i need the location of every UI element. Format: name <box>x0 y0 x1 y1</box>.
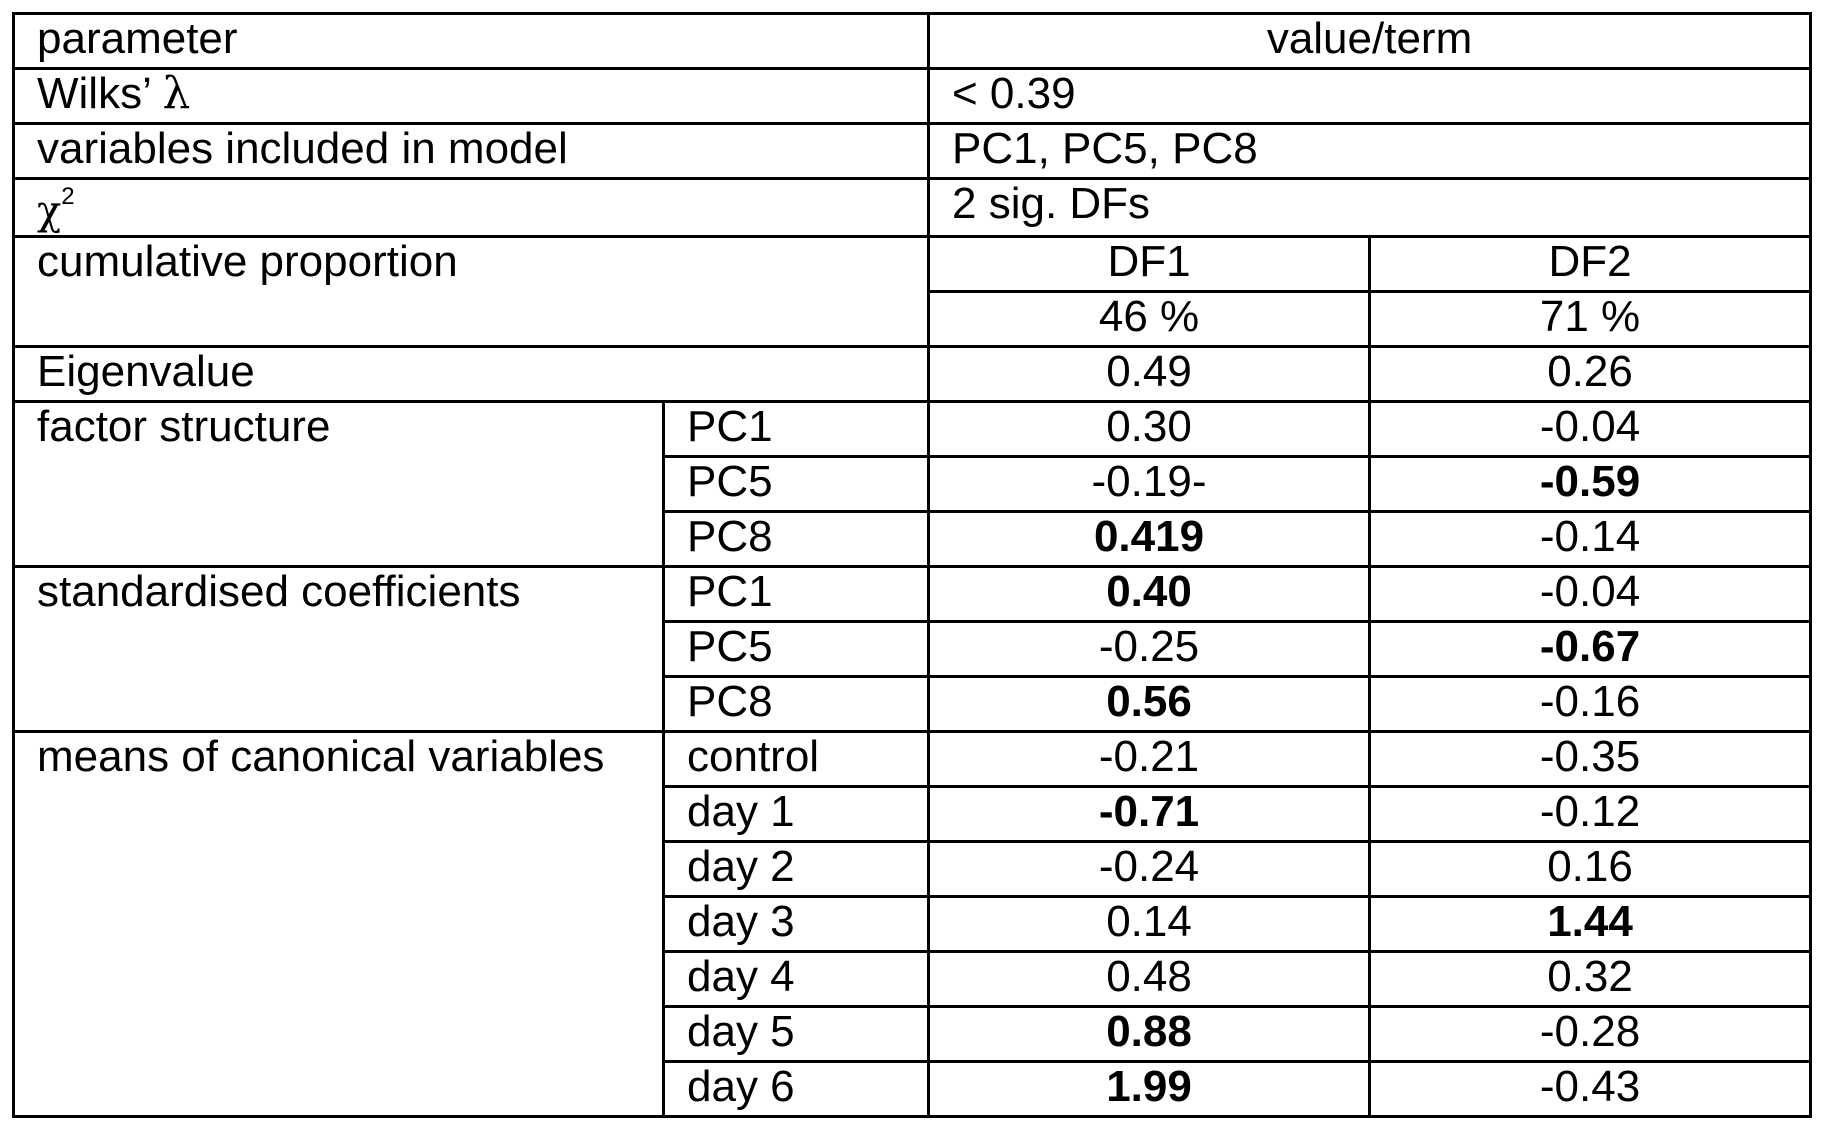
row-name: day 6 <box>664 1062 929 1117</box>
row-name: PC5 <box>664 622 929 677</box>
wilks-label: Wilks’ λ <box>14 69 929 124</box>
table-row: factor structure PC1 0.30 -0.04 <box>14 402 1811 457</box>
row-name: day 1 <box>664 787 929 842</box>
header-value: value/term <box>929 14 1811 69</box>
df2-cell: -0.59 <box>1370 457 1811 512</box>
df1-cumulative: 46 % <box>929 292 1370 347</box>
df2-cell: -0.67 <box>1370 622 1811 677</box>
lambda-symbol: λ <box>162 69 190 120</box>
df1-cell: 0.56 <box>929 677 1370 732</box>
variables-value: PC1, PC5, PC8 <box>929 124 1811 179</box>
eigenvalue-df1: 0.49 <box>929 347 1370 402</box>
table-row: standardised coefficients PC1 0.40 -0.04 <box>14 567 1811 622</box>
df2-cell: -0.28 <box>1370 1007 1811 1062</box>
header-row: parameter value/term <box>14 14 1811 69</box>
eigenvalue-df2: 0.26 <box>1370 347 1811 402</box>
table-row: means of canonical variables control -0.… <box>14 732 1811 787</box>
df2-cell: -0.43 <box>1370 1062 1811 1117</box>
df2-cell: 1.44 <box>1370 897 1811 952</box>
variables-row: variables included in model PC1, PC5, PC… <box>14 124 1811 179</box>
df2-cell: -0.12 <box>1370 787 1811 842</box>
chi2-row: χ2 2 sig. DFs <box>14 179 1811 237</box>
wilks-text: Wilks’ <box>37 69 150 118</box>
df1-cell: 0.88 <box>929 1007 1370 1062</box>
row-name: control <box>664 732 929 787</box>
df2-cell: 0.32 <box>1370 952 1811 1007</box>
variables-label: variables included in model <box>14 124 929 179</box>
df2-cell: 0.16 <box>1370 842 1811 897</box>
df2-cell: -0.14 <box>1370 512 1811 567</box>
means-label: means of canonical variables <box>14 732 664 1117</box>
cumulative-row-1: cumulative proportion DF1 DF2 <box>14 237 1811 292</box>
header-parameter: parameter <box>14 14 929 69</box>
df1-cell: -0.21 <box>929 732 1370 787</box>
row-name: PC8 <box>664 677 929 732</box>
row-name: day 5 <box>664 1007 929 1062</box>
wilks-row: Wilks’ λ < 0.39 <box>14 69 1811 124</box>
df1-cell: -0.71 <box>929 787 1370 842</box>
row-name: PC8 <box>664 512 929 567</box>
df1-cell: -0.19- <box>929 457 1370 512</box>
chi2-value: 2 sig. DFs <box>929 179 1811 237</box>
df1-cell: 0.40 <box>929 567 1370 622</box>
wilks-value: < 0.39 <box>929 69 1811 124</box>
eigenvalue-row: Eigenvalue 0.49 0.26 <box>14 347 1811 402</box>
df1-cell: 1.99 <box>929 1062 1370 1117</box>
df1-cell: -0.25 <box>929 622 1370 677</box>
df2-cell: -0.35 <box>1370 732 1811 787</box>
df2-cell: -0.04 <box>1370 567 1811 622</box>
row-name: day 3 <box>664 897 929 952</box>
df1-cell: 0.48 <box>929 952 1370 1007</box>
df1-cell: -0.24 <box>929 842 1370 897</box>
df1-cell: 0.30 <box>929 402 1370 457</box>
row-name: day 4 <box>664 952 929 1007</box>
df2-cell: -0.16 <box>1370 677 1811 732</box>
row-name: day 2 <box>664 842 929 897</box>
cumulative-label: cumulative proportion <box>14 237 929 347</box>
df1-cell: 0.419 <box>929 512 1370 567</box>
row-name: PC1 <box>664 567 929 622</box>
eigenvalue-label: Eigenvalue <box>14 347 929 402</box>
df2-cell: -0.04 <box>1370 402 1811 457</box>
df1-header: DF1 <box>929 237 1370 292</box>
row-name: PC1 <box>664 402 929 457</box>
chi-superscript: 2 <box>61 183 74 210</box>
chi-symbol: χ <box>37 188 61 234</box>
results-table: parameter value/term Wilks’ λ < 0.39 var… <box>12 12 1812 1118</box>
df2-cumulative: 71 % <box>1370 292 1811 347</box>
row-name: PC5 <box>664 457 929 512</box>
df1-cell: 0.14 <box>929 897 1370 952</box>
chi2-label: χ2 <box>14 179 929 237</box>
df2-header: DF2 <box>1370 237 1811 292</box>
standardised-label: standardised coefficients <box>14 567 664 732</box>
factor-structure-label: factor structure <box>14 402 664 567</box>
